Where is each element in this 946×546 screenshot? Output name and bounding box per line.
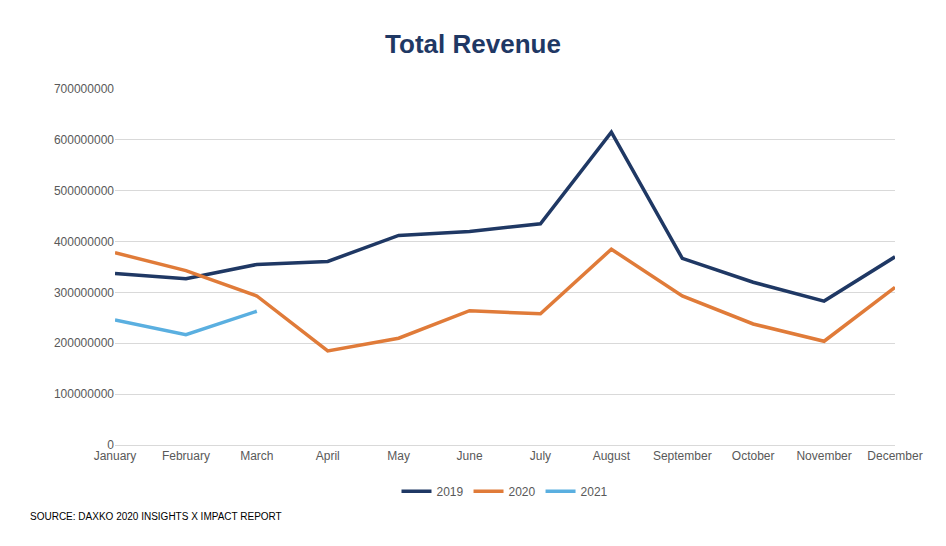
svg-text:April: April	[316, 449, 340, 463]
svg-text:500000000: 500000000	[54, 184, 114, 198]
svg-text:May: May	[387, 449, 410, 463]
svg-text:August: August	[593, 449, 631, 463]
svg-text:SOURCE: DAXKO 2020 INSIGHTS X: SOURCE: DAXKO 2020 INSIGHTS X IMPACT REP…	[30, 511, 282, 522]
svg-text:2019: 2019	[437, 485, 464, 499]
svg-text:November: November	[796, 449, 851, 463]
svg-text:Total Revenue: Total Revenue	[385, 29, 561, 59]
svg-text:March: March	[240, 449, 273, 463]
svg-text:0: 0	[107, 438, 114, 452]
svg-text:200000000: 200000000	[54, 336, 114, 350]
svg-text:2021: 2021	[581, 485, 608, 499]
svg-text:100000000: 100000000	[54, 387, 114, 401]
svg-text:January: January	[94, 449, 137, 463]
svg-text:September: September	[653, 449, 712, 463]
svg-text:July: July	[530, 449, 551, 463]
svg-text:February: February	[162, 449, 210, 463]
svg-text:400000000: 400000000	[54, 235, 114, 249]
svg-text:300000000: 300000000	[54, 286, 114, 300]
svg-text:700000000: 700000000	[54, 82, 114, 96]
svg-text:June: June	[457, 449, 483, 463]
svg-text:December: December	[867, 449, 922, 463]
svg-text:October: October	[732, 449, 775, 463]
svg-text:2020: 2020	[509, 485, 536, 499]
svg-text:600000000: 600000000	[54, 133, 114, 147]
